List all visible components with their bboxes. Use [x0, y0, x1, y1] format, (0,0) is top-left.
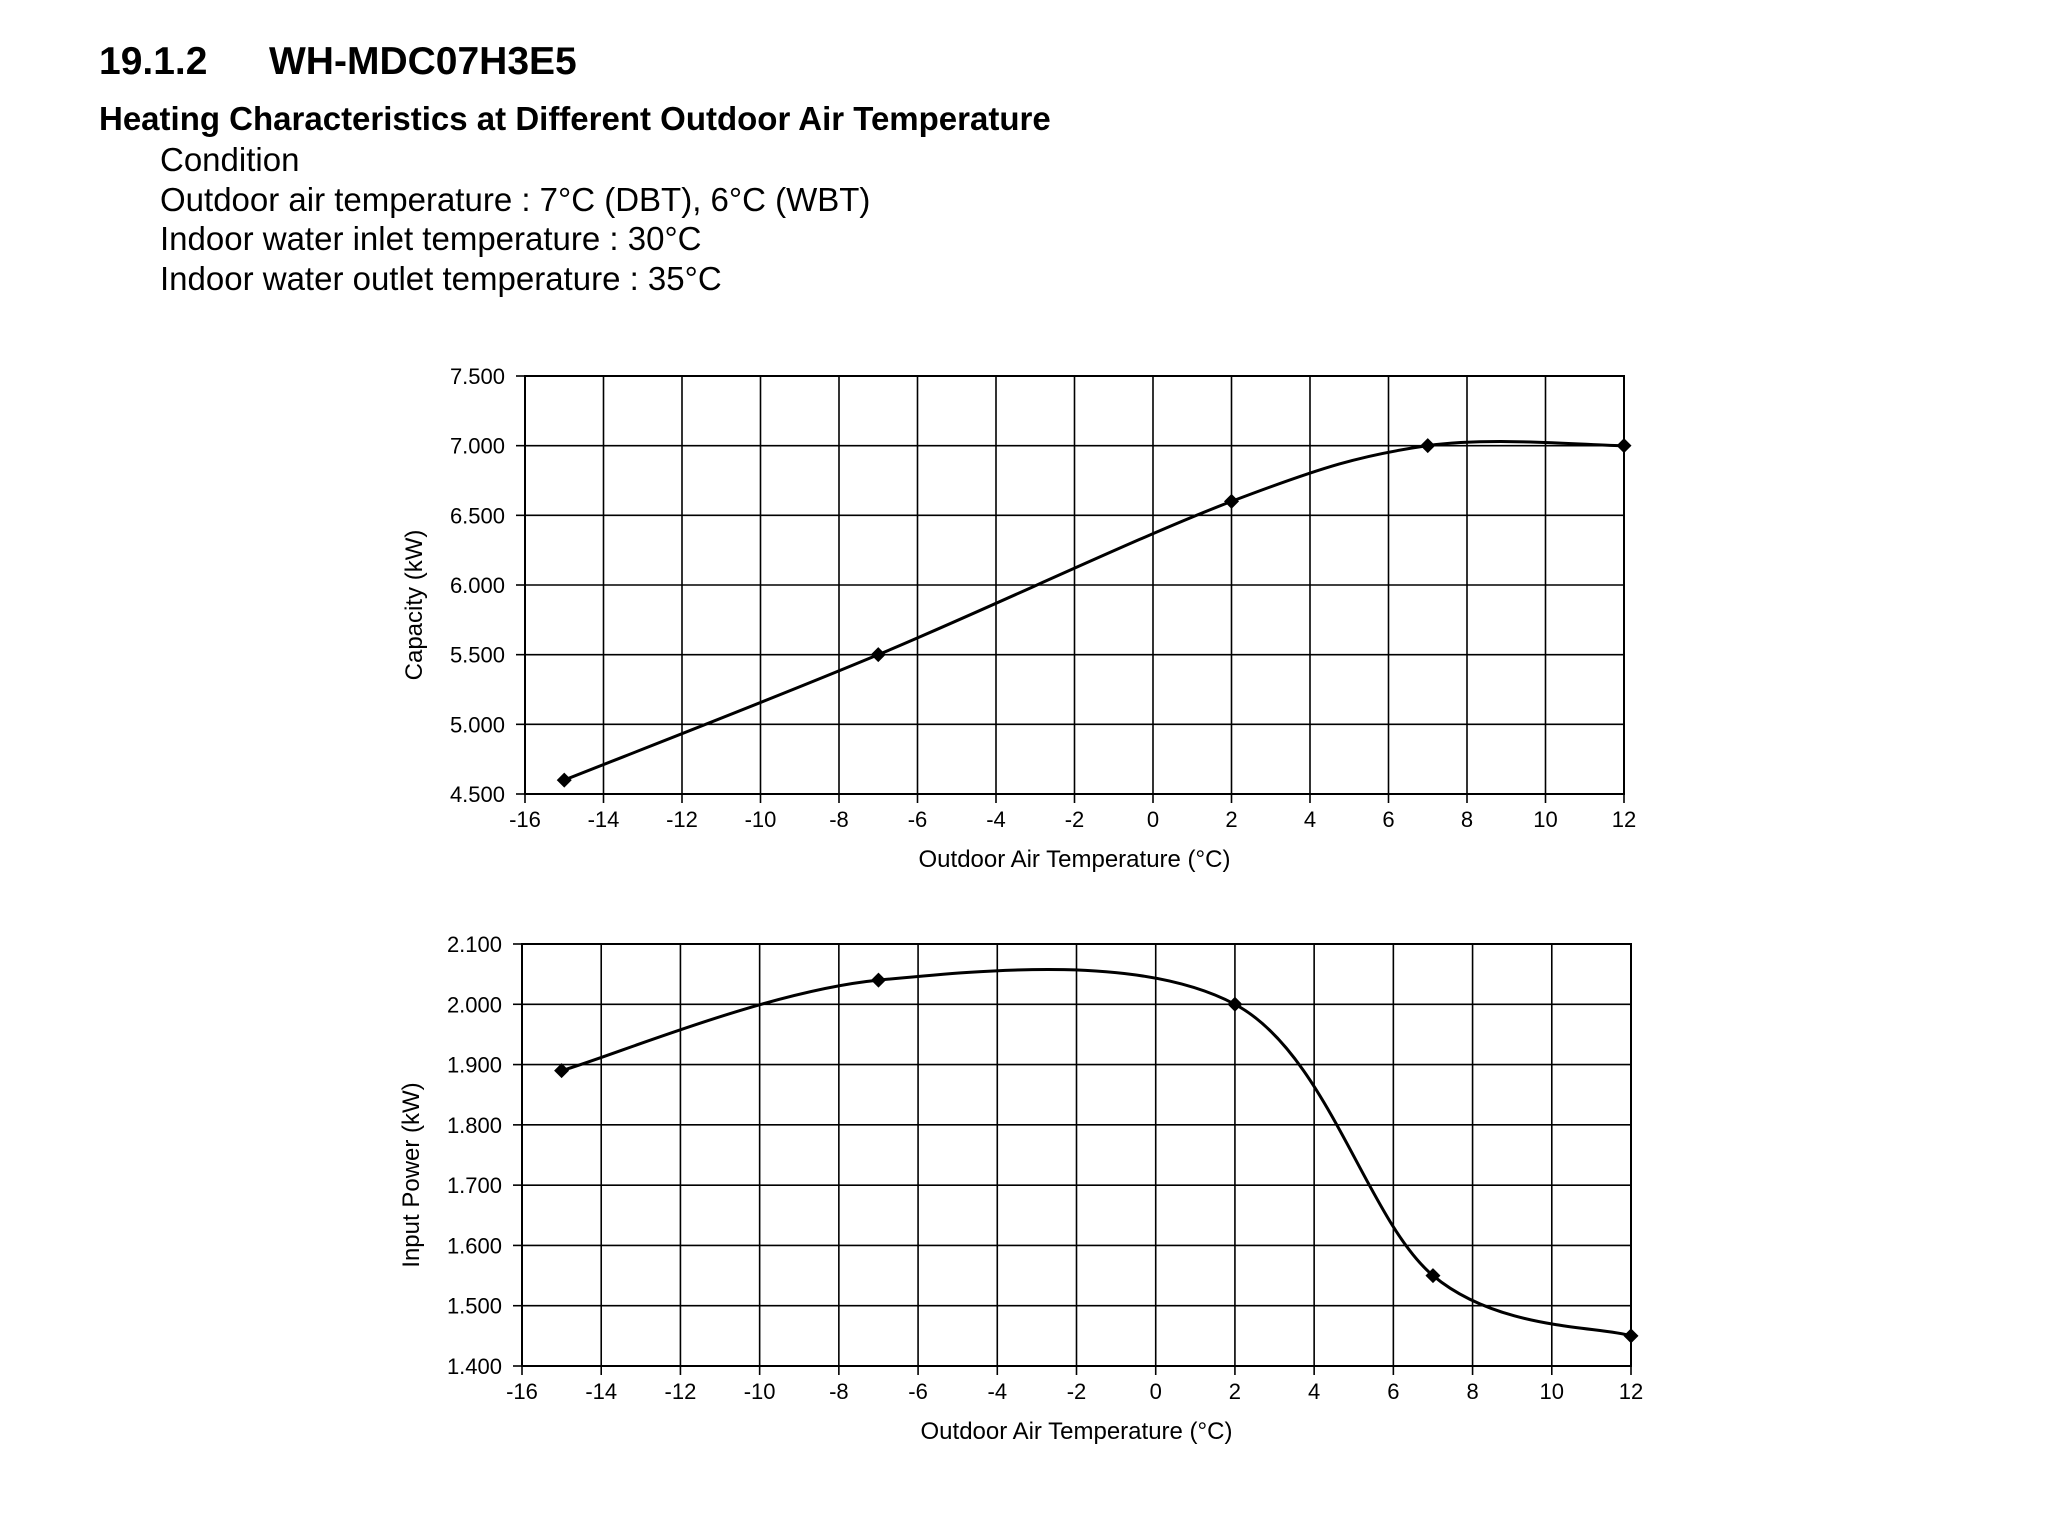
- x-tick-label: -8: [829, 807, 849, 832]
- y-tick-label: 1.600: [447, 1233, 502, 1258]
- section-heading: 19.1.2 WH-MDC07H3E5: [99, 40, 577, 84]
- x-tick-label: -6: [908, 1379, 928, 1404]
- x-tick-label: 0: [1150, 1379, 1162, 1404]
- x-tick-label: 2: [1225, 807, 1237, 832]
- x-tick-label: 10: [1533, 807, 1557, 832]
- model-name: WH-MDC07H3E5: [269, 40, 577, 83]
- data-point-marker: [556, 772, 572, 788]
- capacity-chart: 4.500 5.000 5.500 6.000 6.500 7.000 7.500 -16 -1…: [401, 364, 1636, 873]
- condition-water-inlet: Indoor water inlet temperature : 30°C: [160, 220, 702, 257]
- y-tick-label: 1.400: [447, 1354, 502, 1379]
- condition-water-outlet: Indoor water outlet temperature : 35°C: [160, 259, 722, 297]
- y-tick-label: 7.000: [450, 434, 505, 459]
- y-tick-label: 6.000: [450, 573, 505, 598]
- condition-heading: Condition: [160, 141, 300, 178]
- conditions-block: Condition Outdoor air temperature : 7°C …: [160, 140, 870, 298]
- series-line: [561, 967, 1632, 1338]
- page-subtitle: Heating Characteristics at Different Out…: [99, 100, 1051, 137]
- x-tick-label: -10: [744, 1379, 776, 1404]
- y-axis-title: Input Power (kW): [398, 1082, 425, 1267]
- x-tick-label: 0: [1147, 807, 1159, 832]
- x-tick-label: -16: [509, 807, 541, 832]
- data-point-marker: [1227, 996, 1243, 1012]
- data-point-marker: [554, 1063, 570, 1079]
- y-tick-label: 2.000: [447, 992, 502, 1017]
- x-tick-label: -4: [988, 1379, 1008, 1404]
- y-tick-label: 7.500: [450, 364, 505, 389]
- data-point-marker: [1616, 438, 1632, 454]
- x-tick-label: -14: [585, 1379, 617, 1404]
- x-tick-label: -12: [666, 807, 698, 832]
- y-tick-label: 1.500: [447, 1294, 502, 1319]
- data-point-marker: [1623, 1328, 1639, 1344]
- x-tick-label: -16: [506, 1379, 538, 1404]
- x-tick-label: -2: [1067, 1379, 1087, 1404]
- condition-outdoor-air: Outdoor air temperature : 7°C (DBT), 6°C…: [160, 180, 871, 218]
- y-tick-label: 6.500: [450, 503, 505, 528]
- y-tick-label: 5.500: [450, 643, 505, 668]
- data-point-marker: [870, 647, 886, 663]
- x-axis-title: Outdoor Air Temperature (°C): [919, 846, 1231, 873]
- x-tick-label: 12: [1619, 1379, 1643, 1404]
- section-number: 19.1.2: [99, 40, 208, 83]
- x-tick-label: 2: [1229, 1379, 1241, 1404]
- x-tick-label: 4: [1308, 1379, 1320, 1404]
- x-tick-label: -10: [745, 807, 777, 832]
- y-tick-label: 1.700: [447, 1173, 502, 1198]
- y-tick-label: 5.000: [450, 712, 505, 737]
- x-tick-label: -6: [908, 807, 928, 832]
- x-tick-label: -2: [1065, 807, 1085, 832]
- y-tick-label: 2.100: [447, 932, 502, 957]
- data-point-marker: [1425, 1268, 1441, 1284]
- x-tick-label: 12: [1612, 807, 1636, 832]
- series-line: [563, 440, 1625, 782]
- y-tick-label: 4.500: [450, 782, 505, 807]
- x-tick-label: -8: [829, 1379, 849, 1404]
- x-axis-title: Outdoor Air Temperature (°C): [921, 1418, 1233, 1445]
- data-point-marker: [870, 972, 886, 988]
- data-point-marker: [1224, 493, 1239, 509]
- y-tick-label: 1.900: [447, 1053, 502, 1078]
- x-tick-label: -14: [588, 807, 620, 832]
- y-axis-title: Capacity (kW): [401, 530, 428, 681]
- x-tick-label: 8: [1461, 807, 1473, 832]
- y-tick-label: 1.800: [447, 1113, 502, 1138]
- x-tick-label: 8: [1466, 1379, 1478, 1404]
- x-tick-label: -12: [665, 1379, 697, 1404]
- x-tick-label: 10: [1540, 1379, 1564, 1404]
- data-point-marker: [1420, 438, 1436, 454]
- x-tick-label: 4: [1304, 807, 1316, 832]
- x-tick-label: 6: [1382, 807, 1394, 832]
- x-tick-label: -4: [986, 807, 1006, 832]
- x-tick-label: 6: [1387, 1379, 1399, 1404]
